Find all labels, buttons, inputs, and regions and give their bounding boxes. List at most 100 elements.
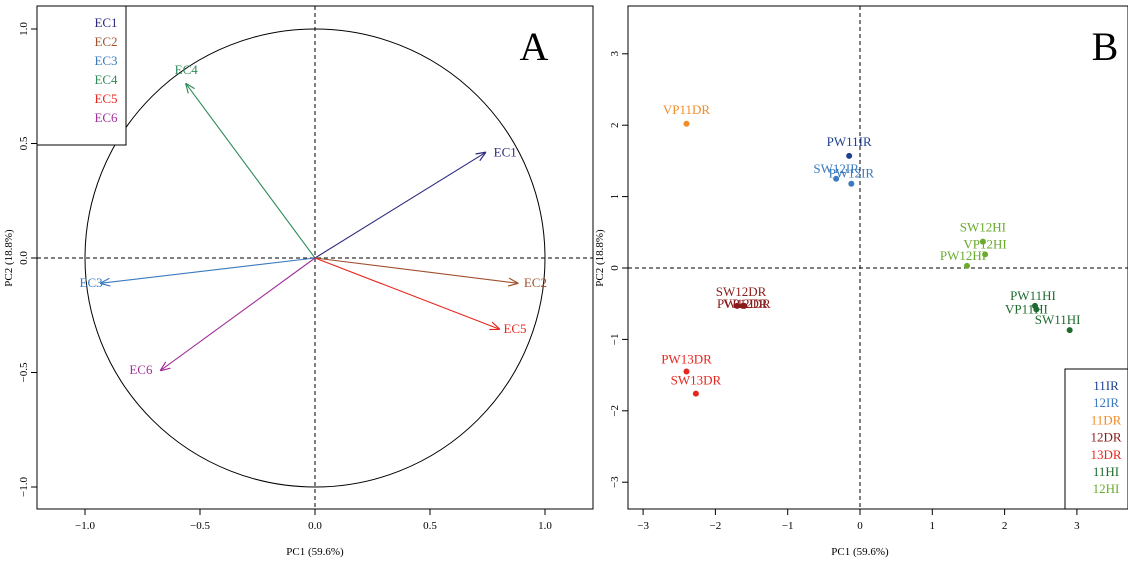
panel-a-x-tick-label: 0.0	[308, 520, 322, 532]
vector-arrow-ec2	[314, 257, 517, 283]
panel-b-legend-entry: 11IR	[1093, 378, 1119, 393]
panel-a-letter: A	[520, 24, 549, 69]
point-label-sw12dr: SW12DR	[716, 284, 767, 299]
panel-b-legend-entry: 11HI	[1093, 464, 1119, 479]
point-sw12hi	[979, 238, 986, 245]
panel-a-x-tick-label: 1.0	[538, 520, 552, 532]
point-label-sw13dr: SW13DR	[671, 373, 722, 388]
panel-b-x-tick-label: −3	[637, 520, 649, 532]
point-label-sw11hi: SW11HI	[1035, 312, 1081, 327]
panel-a-x-tick-label: −0.5	[190, 520, 210, 532]
panel-a-loadings-plot: EC1 EC2 EC3 EC4 EC5 EC6 −1.0 −0.5 0.0 0.5 1.0 −1.…	[3, 5, 594, 558]
vector-label-ec6: EC6	[129, 362, 153, 377]
point-sw13dr	[692, 390, 699, 397]
panel-a-y-tick-label: −1.0	[18, 477, 30, 497]
point-label-sw12hi: SW12HI	[960, 220, 1006, 235]
panel-b-legend-box	[1064, 368, 1128, 510]
panel-a-legend-entry: EC3	[94, 53, 117, 68]
panel-a-y-tick-label: −0.5	[18, 362, 30, 382]
panel-b-y-tick-label: −1	[609, 334, 621, 346]
panel-a-legend-entry: EC1	[94, 15, 117, 30]
point-pw13dr	[683, 368, 690, 375]
panel-b-x-tick-label: 3	[1074, 520, 1080, 532]
point-label-pw11hi: PW11HI	[1010, 288, 1056, 303]
vector-label-ec3: EC3	[80, 275, 103, 290]
point-vp11hi	[1033, 306, 1040, 313]
vector-arrow-ec5	[314, 257, 499, 329]
panel-a-legend: EC1 EC2 EC3 EC4 EC5 EC6	[36, 5, 127, 146]
panel-b-legend-entry: 13DR	[1090, 447, 1121, 462]
vector-label-ec1: EC1	[494, 145, 517, 160]
vector-label-ec2: EC2	[524, 275, 547, 290]
panel-b-legend-entry: 12IR	[1093, 395, 1119, 410]
point-sw12dr	[734, 302, 741, 309]
panel-a-legend-entry: EC5	[94, 91, 117, 106]
panel-b-x-tick-label: −1	[782, 520, 794, 532]
panel-b-y-tick-label: 0	[609, 265, 621, 271]
point-label-sw12ir: SW12IR	[813, 161, 859, 176]
panel-b-legend-entry: 12HI	[1093, 481, 1120, 496]
panel-a-x-axis: −1.0 −0.5 0.0 0.5 1.0	[75, 508, 552, 532]
panel-b-y-tick-label: −2	[609, 405, 621, 417]
panel-a-y-tick-label: 1.0	[18, 22, 30, 36]
point-pw12ir	[848, 180, 855, 187]
panel-b-y-tick-label: 1	[609, 194, 621, 200]
point-label-vp11dr: VP11DR	[663, 102, 711, 117]
vector-label-ec5: EC5	[503, 321, 526, 336]
point-label-pw11ir: PW11IR	[827, 134, 872, 149]
panel-a-x-tick-label: 0.5	[423, 520, 437, 532]
point-label-pw12ir: PW12IR	[829, 166, 875, 181]
panel-a-legend-entry: EC2	[94, 34, 117, 49]
panel-a-y-tick-label: 0.5	[18, 136, 30, 150]
panel-a-x-axis-title: PC1 (59.6%)	[286, 546, 344, 558]
panel-a-legend-entry: EC4	[94, 72, 118, 87]
panel-b-letter: B	[1092, 24, 1119, 69]
panel-b-x-tick-label: 2	[1002, 520, 1008, 532]
point-label-pw13dr: PW13DR	[661, 352, 712, 367]
point-pw12hi	[964, 262, 971, 269]
point-label-vp11hi: VP11HI	[1005, 301, 1048, 316]
point-label-vp12dr: VP12DR	[723, 296, 771, 311]
point-pw11ir	[846, 152, 853, 159]
panel-a-x-tick-label: −1.0	[75, 520, 95, 532]
point-label-vp12hi: VP12HI	[963, 236, 1006, 251]
panel-b-y-axis-title: PC2 (18.8%)	[594, 229, 606, 287]
panel-b-y-tick-label: 3	[609, 51, 621, 57]
panel-a-unit-circle	[84, 28, 546, 488]
panel-a-y-axis: −1.0 −0.5 0.0 0.5 1.0	[18, 22, 38, 497]
point-vp12hi	[982, 251, 989, 258]
vector-arrow-ec6	[161, 257, 316, 370]
panel-a-vectors: EC1 EC2 EC3 EC4 EC5 EC6	[80, 62, 547, 377]
panel-b-y-axis: −3 −2 −1 0 1 2 3	[609, 51, 629, 488]
point-vp12dr	[739, 302, 746, 309]
panel-a-reference-lines	[37, 6, 593, 509]
panel-b-legend-entry: 11DR	[1091, 412, 1122, 427]
vector-label-ec4: EC4	[175, 62, 199, 77]
vector-arrow-ec1	[314, 153, 485, 259]
panel-b-y-tick-label: 2	[609, 122, 621, 128]
point-sw11hi	[1066, 327, 1073, 334]
panel-b-x-tick-label: 1	[930, 520, 936, 532]
panel-b-plot-frame	[627, 5, 1128, 510]
vector-arrow-ec3	[101, 257, 316, 283]
panel-a-y-tick-label: 0.0	[18, 251, 30, 265]
panel-b-x-axis-title: PC1 (59.6%)	[831, 546, 889, 558]
panel-b-reference-lines	[628, 6, 1128, 509]
panel-a-legend-entry: EC6	[94, 110, 118, 125]
panel-a-legend-box	[36, 5, 127, 146]
panel-b-legend-entry: 12DR	[1090, 430, 1121, 445]
panel-b-x-tick-label: 0	[857, 520, 863, 532]
vector-arrow-ec4	[186, 84, 316, 259]
panel-b-y-tick-label: −3	[609, 476, 621, 488]
panel-b-x-axis: −3 −2 −1 0 1 2 3	[637, 508, 1080, 532]
panel-a-unit-circle-group	[84, 28, 546, 488]
point-label-pw12hi: PW12HI	[940, 248, 986, 263]
point-vp11dr	[683, 120, 690, 127]
point-sw12ir	[833, 175, 840, 182]
panel-b-legend: 11IR 12IR 11DR 12DR 13DR 11HI 12HI	[1064, 368, 1128, 510]
panel-b-x-tick-label: −2	[710, 520, 722, 532]
panel-a-y-axis-title: PC2 (18.8%)	[3, 229, 15, 287]
